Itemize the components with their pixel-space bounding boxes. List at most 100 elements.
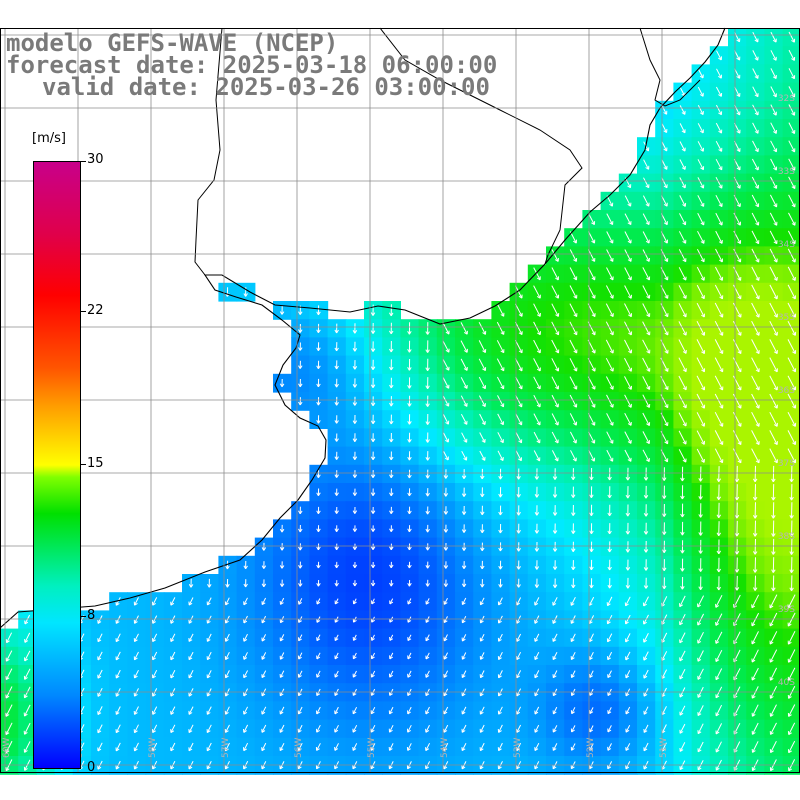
- wind-arrow: [751, 393, 760, 409]
- wind-arrow: [5, 668, 13, 681]
- wind-arrow: [696, 339, 706, 355]
- wind-arrow: [133, 633, 139, 643]
- wind-arrow: [115, 633, 121, 643]
- wind-arrow: [696, 248, 705, 263]
- wind-arrow: [298, 506, 303, 515]
- wind-arrow: [115, 669, 121, 679]
- wind-arrow: [752, 557, 758, 573]
- wind-arrow: [389, 634, 394, 641]
- wind-arrow: [152, 597, 158, 606]
- wind-arrow: [407, 706, 412, 715]
- wind-arrow: [569, 339, 578, 354]
- wind-arrow: [425, 469, 430, 479]
- wind-arrow: [752, 140, 759, 153]
- wind-arrow: [497, 670, 503, 679]
- wind-arrow: [607, 467, 612, 481]
- wind-arrow: [715, 212, 723, 226]
- wind-arrow: [697, 595, 705, 608]
- wind-arrow: [407, 543, 412, 551]
- wind-arrow: [643, 467, 649, 481]
- wind-arrow: [715, 741, 722, 753]
- wind-arrow: [661, 485, 667, 499]
- wind-arrow: [352, 580, 358, 587]
- wind-arrow: [243, 633, 248, 642]
- wind-arrow: [389, 414, 394, 425]
- wind-arrow: [624, 213, 632, 226]
- wind-arrow: [298, 360, 303, 369]
- wind-arrow: [261, 706, 267, 715]
- wind-arrow: [624, 394, 632, 408]
- wind-arrow: [787, 339, 797, 355]
- wind-arrow: [787, 448, 797, 464]
- wind-arrow: [607, 578, 612, 589]
- wind-arrow: [770, 140, 778, 153]
- lon-label: 58W: [148, 738, 158, 758]
- wind-arrow: [769, 740, 777, 754]
- wind-arrow: [243, 560, 248, 570]
- wind-arrow: [678, 267, 687, 281]
- wind-arrow: [352, 598, 357, 605]
- wind-arrow: [497, 633, 503, 642]
- wind-arrow: [515, 431, 523, 444]
- wind-arrow: [661, 540, 667, 553]
- wind-arrow: [334, 724, 339, 733]
- wind-arrow: [751, 411, 760, 427]
- wind-arrow: [279, 561, 285, 569]
- wind-arrow: [624, 614, 631, 625]
- wind-arrow: [389, 598, 394, 605]
- wind-arrow: [789, 484, 794, 501]
- wind-arrow: [261, 652, 267, 660]
- wind-arrow: [625, 633, 631, 643]
- wind-arrow: [407, 488, 412, 497]
- wind-arrow: [534, 541, 540, 552]
- lon-label: 53W: [513, 738, 523, 758]
- wind-arrow: [661, 559, 667, 571]
- wind-arrow: [298, 342, 303, 351]
- wind-arrow: [625, 522, 631, 535]
- wind-arrow: [624, 357, 632, 372]
- wind-arrow: [334, 706, 339, 715]
- wind-arrow: [715, 158, 723, 171]
- wind-arrow: [606, 249, 614, 262]
- wind-arrow: [787, 284, 796, 300]
- wind-arrow: [552, 541, 558, 552]
- wind-arrow: [497, 724, 503, 733]
- wind-arrow: [624, 431, 632, 444]
- wind-arrow: [224, 651, 230, 661]
- wind-arrow: [625, 706, 631, 715]
- lat-label: 37S: [778, 459, 795, 469]
- wind-arrow: [606, 413, 614, 426]
- wind-arrow: [533, 303, 541, 317]
- wind-arrow: [643, 742, 649, 752]
- wind-arrow: [734, 465, 740, 483]
- wind-arrow: [569, 376, 578, 390]
- wind-arrow: [715, 230, 723, 244]
- wind-arrow: [370, 525, 376, 532]
- wind-arrow: [552, 725, 558, 733]
- wind-arrow: [442, 358, 450, 371]
- wind-arrow: [152, 615, 158, 624]
- wind-arrow: [206, 651, 212, 661]
- wind-arrow: [606, 431, 614, 444]
- wind-arrow: [516, 597, 522, 606]
- wind-arrow: [570, 725, 576, 733]
- wind-arrow: [751, 230, 760, 245]
- colorbar-tick-label: 8: [87, 608, 96, 623]
- wind-arrow: [480, 524, 485, 534]
- wind-arrow: [624, 231, 632, 244]
- wind-arrow: [715, 631, 723, 644]
- wind-arrow: [605, 285, 614, 299]
- wind-arrow: [698, 558, 703, 572]
- wind-arrow: [751, 667, 759, 681]
- wind-arrow: [769, 411, 778, 427]
- wind-arrow: [570, 707, 576, 715]
- wind-arrow: [407, 451, 412, 461]
- wind-arrow: [370, 634, 375, 641]
- valid-date: valid date: 2025-03-26 03:00:00: [42, 73, 490, 101]
- wind-arrow: [279, 634, 285, 642]
- wind-arrow: [497, 742, 503, 752]
- wind-arrow: [714, 411, 724, 427]
- wind-arrow: [643, 614, 649, 625]
- colorbar-tick-label: 30: [87, 152, 104, 167]
- wind-arrow: [460, 377, 468, 389]
